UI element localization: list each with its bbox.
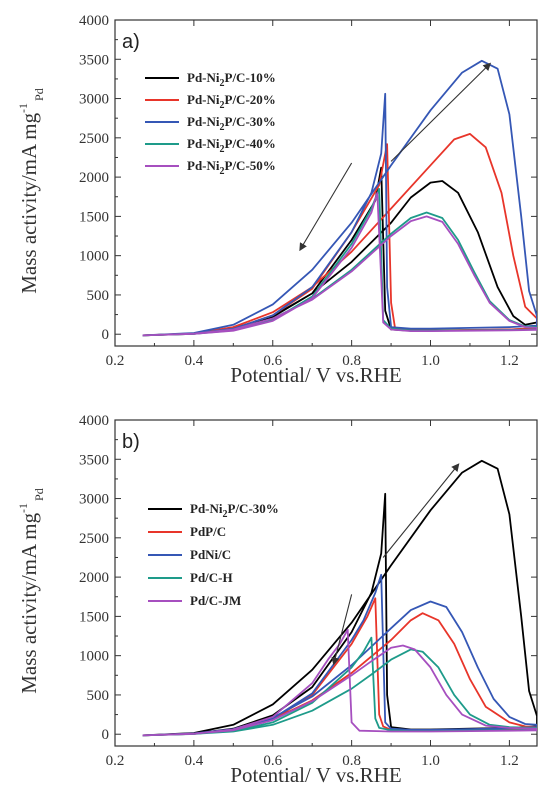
legend-entry: Pd-Ni2P/C-20% <box>187 92 276 111</box>
series-line <box>142 628 537 737</box>
x-tick-label: 0.4 <box>185 353 204 369</box>
legend-text-part: Pd-Ni <box>187 158 220 173</box>
legend-text-part: Pd-Ni <box>187 92 220 107</box>
y-tick-label: 0 <box>102 327 110 343</box>
legend-text-sub: 2 <box>220 166 225 177</box>
legend-text-sub: 2 <box>220 144 225 155</box>
legend-text-part: P/C-30% <box>225 114 276 129</box>
y-tick-label: 2000 <box>79 570 109 586</box>
legend-entry: Pd-Ni2P/C-10% <box>187 70 276 89</box>
series-line <box>142 459 537 737</box>
chart-panel-a: 0.2 0.4 0.6 0.8 1.0 1.2 0 500 1000 1500 2000 2500 30… <box>16 13 538 387</box>
legend-text-part: Pd-Ni <box>187 136 220 151</box>
x-tick-label: 1.2 <box>500 753 519 769</box>
x-tick-label: 0.6 <box>263 353 282 369</box>
y-axis-title: Mass activity/mA mg-1Pd <box>16 488 46 694</box>
legend-entry: Pd-Ni2P/C-50% <box>187 158 276 177</box>
panel-label: b) <box>122 431 140 453</box>
legend-entry: PdP/C <box>190 524 226 539</box>
y-tick-label: 1000 <box>79 649 109 665</box>
y-axis-title-sub: Pd <box>32 88 46 101</box>
y-axis-title-sup: -1 <box>16 503 30 513</box>
scan-direction-arrow <box>382 463 460 558</box>
legend-text-sub: 2 <box>220 78 225 89</box>
plot-frame <box>114 19 538 347</box>
legend-entry: Pd/C-H <box>190 570 233 585</box>
legend-text-part: P/C-30% <box>228 501 279 516</box>
series-line <box>142 188 537 337</box>
legend-text-sub: 2 <box>223 509 228 520</box>
y-tick-label: 3500 <box>79 52 109 68</box>
y-axis-title-sub: Pd <box>32 488 46 501</box>
legend-entry: PdNi/C <box>190 547 231 562</box>
legend-text-sub: 2 <box>220 122 225 133</box>
y-tick-label: 500 <box>87 688 110 704</box>
y-tick-label: 0 <box>102 727 110 743</box>
y-axis-title-sup: -1 <box>16 103 30 113</box>
y-axis-title-main: Mass activity/mA mg <box>17 512 41 693</box>
y-axis-title-main: Mass activity/mA mg <box>17 112 41 293</box>
y-tick-label: 1000 <box>79 249 109 265</box>
panel-label: a) <box>122 31 140 53</box>
x-tick-label: 0.2 <box>106 353 125 369</box>
y-tick-label: 3500 <box>79 452 109 468</box>
scan-direction-arrow <box>331 594 353 666</box>
legend-text-part: Pd-Ni <box>187 70 220 85</box>
y-tick-label: 2500 <box>79 531 109 547</box>
y-tick-label: 500 <box>87 288 110 304</box>
legend-text-part: P/C-20% <box>225 92 276 107</box>
series-line <box>142 597 537 737</box>
x-tick-label: 0.8 <box>342 353 361 369</box>
y-tick-label: 2000 <box>79 170 109 186</box>
legend-entry: Pd-Ni2P/C-30% <box>190 501 279 520</box>
series-line <box>142 59 537 337</box>
legend-entry: Pd-Ni2P/C-30% <box>187 114 276 133</box>
x-tick-label: 0.4 <box>185 753 204 769</box>
plot-frame <box>114 419 538 747</box>
y-axis-title: Mass activity/mA mg-1Pd <box>16 88 46 294</box>
y-tick-label: 4000 <box>79 13 109 29</box>
x-tick-label: 0.6 <box>263 753 282 769</box>
series-line <box>142 191 537 337</box>
x-tick-label: 1.0 <box>421 753 440 769</box>
legend-entry: Pd-Ni2P/C-40% <box>187 136 276 155</box>
scan-direction-arrow <box>390 62 492 162</box>
y-tick-label: 3000 <box>79 492 109 508</box>
y-tick-label: 1500 <box>79 609 109 625</box>
legend-text-part: P/C-50% <box>225 158 276 173</box>
legend-text-part: P/C-10% <box>225 70 276 85</box>
x-axis-title: Potential/ V vs.RHE <box>230 763 401 787</box>
y-tick-label: 4000 <box>79 413 109 429</box>
series-line <box>142 636 537 737</box>
legend-text-part: Pd-Ni <box>187 114 220 129</box>
legend-text-sub: 2 <box>220 100 225 111</box>
chart-panel-b: 0.2 0.4 0.6 0.8 1.0 1.2 0 500 1000 1500 2000 2500 30… <box>16 413 538 787</box>
x-tick-label: 1.0 <box>421 353 440 369</box>
legend-text-part: Pd-Ni <box>190 501 223 516</box>
series-line <box>142 166 537 337</box>
legend-text-part: P/C-40% <box>225 136 276 151</box>
x-tick-label: 1.2 <box>500 353 519 369</box>
x-axis-title: Potential/ V vs.RHE <box>230 363 401 387</box>
x-tick-label: 0.8 <box>342 753 361 769</box>
scan-direction-arrow <box>299 162 353 252</box>
y-tick-label: 2500 <box>79 131 109 147</box>
y-tick-label: 3000 <box>79 92 109 108</box>
legend-entry: Pd/C-JM <box>190 593 241 608</box>
x-tick-label: 0.2 <box>106 753 125 769</box>
y-tick-label: 1500 <box>79 209 109 225</box>
